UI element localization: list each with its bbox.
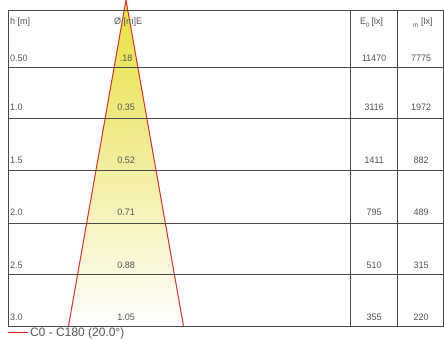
header-e0: E0 [lx] [360,16,383,29]
diameter-value: 0.88 [117,260,135,270]
em-value: 882 [413,155,428,165]
diameter-value: 0.71 [117,207,135,217]
height-value: 2.0 [10,207,23,217]
height-value: 1.0 [10,102,23,112]
e0-value: 355 [366,312,381,322]
e0-value: 795 [366,207,381,217]
header-em-unit: [lx] [421,16,433,26]
header-e0-unit: [lx] [371,16,383,26]
header-e0-subscript: 0 [366,23,370,29]
legend-line-swatch [8,331,28,333]
header-height: h [m] [10,16,30,26]
header-em-subscript: m [413,23,418,29]
diameter-value: 0.35 [117,102,135,112]
header-e0-symbol: E [360,16,366,26]
em-value: 7775 [411,53,431,63]
legend-label: C0 - C180 (20.0°) [30,325,125,339]
e0-value: 11470 [362,53,386,63]
beam-edge-left [67,0,127,328]
header-diameter: Ø [m]E [114,16,142,26]
height-value: 1.5 [10,155,23,165]
diameter-value: 0.52 [117,155,135,165]
e0-value: 510 [366,260,381,270]
chart-legend: C0 - C180 (20.0°) [8,325,124,339]
em-value: 220 [413,312,428,322]
diameter-value: 1.05 [117,312,135,322]
height-value: 3.0 [10,312,23,322]
e0-value: 3116 [364,102,383,112]
light-beam-cone [68,0,184,327]
height-value: 2.5 [10,260,23,270]
height-value: 0.50 [10,53,28,63]
e0-value: 1411 [364,155,383,165]
em-value: 315 [413,260,428,270]
em-value: 1972 [411,102,431,112]
em-value: 489 [413,207,428,217]
diameter-value: .18 [120,53,133,63]
beam-edge-right [125,0,185,328]
header-em: m [lx] [413,16,433,29]
